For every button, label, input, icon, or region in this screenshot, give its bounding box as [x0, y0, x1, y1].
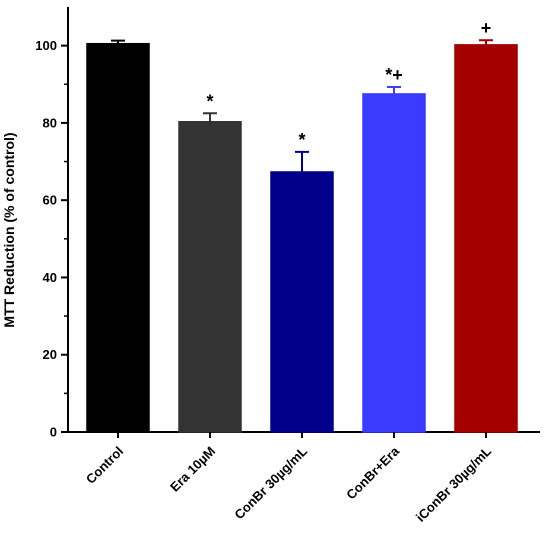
y-tick-label: 80: [43, 115, 57, 130]
significance-marker: *+: [385, 65, 403, 85]
category-label: Control: [83, 444, 126, 487]
significance-marker: *: [206, 91, 213, 111]
category-label: ConBr 30µg/mL: [231, 443, 310, 522]
category-label: ConBr+Era: [343, 443, 402, 502]
plot-area: 0 20 40 60 80 100 Control Era 10µM * ConBr 30µg/m…: [35, 7, 540, 525]
y-axis-title: MTT Reduction (% of control): [1, 132, 17, 327]
bar-4: [362, 93, 426, 433]
bar-3: [270, 171, 334, 433]
significance-marker: *: [298, 130, 305, 150]
category-label: Era 10µM: [167, 444, 218, 495]
bar-2: [178, 121, 242, 433]
category-label: iConBr 30µg/mL: [413, 443, 494, 524]
y-tick-label: 60: [43, 193, 57, 208]
y-tick-label: 20: [43, 347, 57, 362]
y-tick-label: 0: [50, 425, 57, 440]
y-tick-label: 100: [35, 38, 57, 53]
significance-marker: +: [481, 18, 492, 38]
y-tick-label: 40: [43, 270, 57, 285]
bar-5: [454, 44, 518, 433]
bar-1: [86, 42, 150, 433]
